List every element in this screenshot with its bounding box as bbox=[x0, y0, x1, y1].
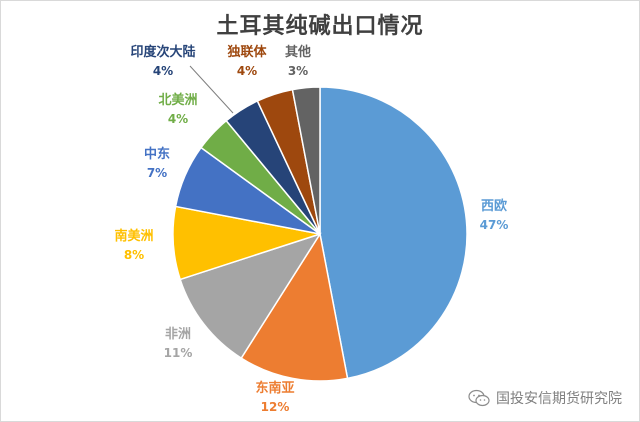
chart-title: 土耳其纯碱出口情况 bbox=[216, 14, 424, 39]
slice-percent: 4% bbox=[237, 64, 257, 78]
pie-slice bbox=[319, 86, 468, 380]
slice-percent: 4% bbox=[168, 112, 188, 126]
slice-percent: 4% bbox=[153, 64, 173, 78]
leader-line bbox=[189, 65, 234, 114]
slice-label: 北美洲 bbox=[158, 92, 197, 108]
slice-label: 独联体 bbox=[227, 44, 267, 60]
slice-percent: 47% bbox=[480, 218, 509, 232]
slice-label: 中东 bbox=[144, 146, 170, 162]
slice-label: 西欧 bbox=[481, 198, 507, 214]
pie-slice bbox=[179, 232, 322, 360]
slice-label: 南美洲 bbox=[114, 228, 153, 244]
slice-percent: 7% bbox=[147, 166, 167, 180]
slice-label: 非洲 bbox=[165, 326, 191, 342]
pie-slice bbox=[291, 86, 321, 235]
slice-label: 其他 bbox=[285, 44, 311, 60]
wechat-icon bbox=[468, 389, 490, 407]
slice-percent: 8% bbox=[124, 248, 144, 262]
slice-percent: 11% bbox=[164, 346, 193, 360]
slice-label: 东南亚 bbox=[255, 380, 294, 396]
slice-percent: 3% bbox=[288, 64, 308, 78]
slice-label: 印度次大陆 bbox=[130, 44, 195, 60]
watermark: 国投安信期货研究院 bbox=[468, 388, 622, 408]
watermark-text: 国投安信期货研究院 bbox=[496, 391, 622, 407]
pie-slice bbox=[240, 231, 349, 382]
slice-percent: 12% bbox=[261, 400, 290, 414]
